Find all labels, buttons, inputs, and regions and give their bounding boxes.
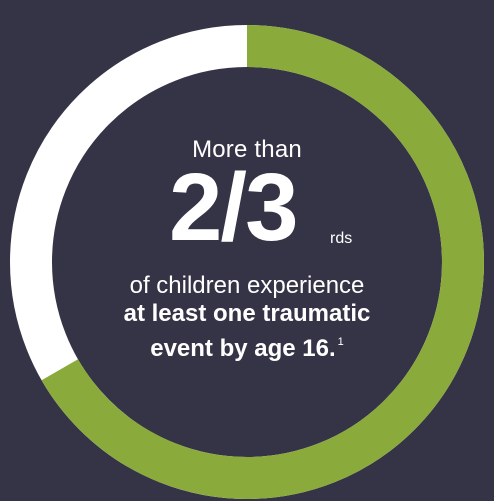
callout-intro: More than (192, 136, 302, 163)
callout-figure-row: 2/3 rds (97, 158, 397, 260)
donut-center-callout: More than 2/3 rds of children experience… (97, 136, 397, 363)
callout-line-bold-2: event by age 16. 1 (97, 328, 397, 363)
callout-line-plain: of children experience (129, 272, 365, 299)
callout-figure: 2/3 (169, 154, 298, 261)
donut-highlight-slice (10, 25, 484, 499)
callout-line-bold-2-text: event by age 16. (150, 335, 336, 362)
footnote-marker: 1 (337, 336, 344, 348)
callout-figure-suffix: rds (330, 230, 353, 247)
callout-line-bold-1: at least one traumatic (123, 300, 371, 327)
